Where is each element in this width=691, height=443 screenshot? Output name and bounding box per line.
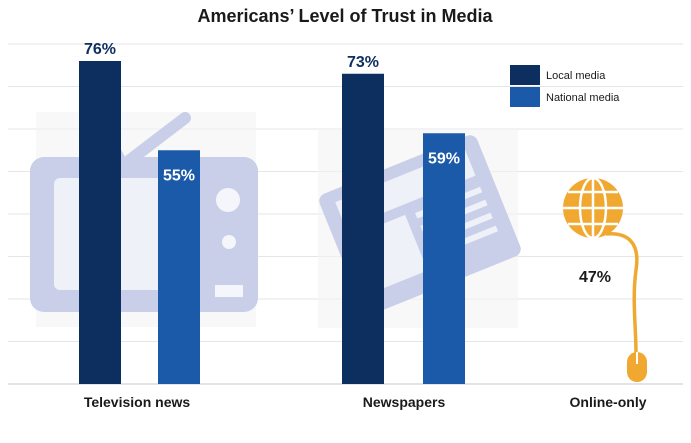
category-label: Newspapers [363, 394, 446, 410]
legend-swatch-national [510, 87, 540, 107]
television-icon [30, 109, 258, 327]
legend-swatch-local [510, 65, 540, 85]
bar-television-news-local-media [79, 61, 121, 384]
globe-mouse-icon [563, 176, 647, 382]
bar-newspapers-national-media [423, 133, 465, 384]
bars [79, 61, 465, 384]
category-label: Online-only [570, 394, 647, 410]
value-label: 59% [428, 150, 460, 167]
legend-label-national: National media [546, 92, 620, 104]
value-label: 73% [347, 54, 379, 71]
value-label: 55% [163, 167, 195, 184]
category-label: Television news [84, 394, 191, 410]
value-label: 76% [84, 41, 116, 58]
value-label-online-only: 47% [579, 269, 611, 286]
chart-title: Americans’ Level of Trust in Media [197, 6, 493, 26]
legend-label-local: Local media [546, 70, 606, 82]
category-labels: Television news Newspapers Online-only [84, 394, 647, 410]
bar-television-news-national-media [158, 150, 200, 384]
value-labels: 76% 55% 73% 59% 47% [84, 41, 611, 286]
legend: Local media National media [510, 65, 620, 107]
bar-newspapers-local-media [342, 73, 384, 384]
